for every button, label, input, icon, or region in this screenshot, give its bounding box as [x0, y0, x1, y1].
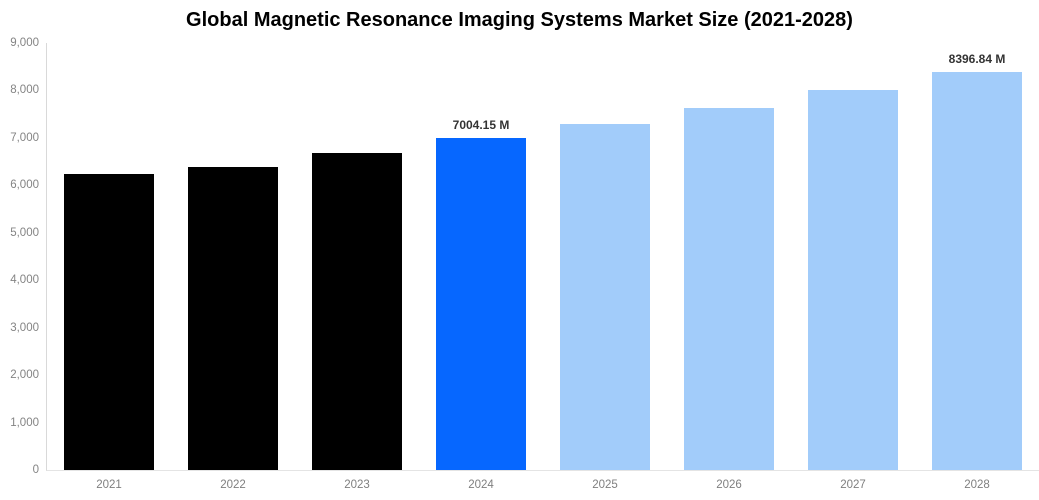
- bar-2022[interactable]: [188, 167, 278, 470]
- bar-2026[interactable]: [684, 107, 774, 470]
- y-tick-label: 8,000: [10, 84, 39, 97]
- x-tick-label-2023: 2023: [344, 479, 370, 491]
- x-tick-label-2028: 2028: [964, 479, 990, 491]
- plot-area: 0 1,000 2,000 3,000 4,000 5,000 6,000 7,000 8,00…: [10, 37, 1039, 491]
- y-tick-label: 1,000: [10, 416, 39, 429]
- y-tick-label: 0: [32, 464, 39, 476]
- y-tick-label: 5,000: [10, 226, 39, 239]
- x-tick-label-2022: 2022: [220, 479, 246, 491]
- bar-2025[interactable]: [560, 124, 650, 470]
- y-tick-label: 6,000: [10, 179, 39, 192]
- x-tick-label-2025: 2025: [592, 479, 618, 491]
- y-tick-label: 3,000: [10, 321, 39, 334]
- y-tick-label: 9,000: [10, 37, 39, 49]
- bar-2028[interactable]: [932, 71, 1022, 470]
- x-tick-label-2021: 2021: [96, 479, 122, 491]
- x-tick-label-2024: 2024: [468, 479, 494, 491]
- bar-2023[interactable]: [312, 152, 402, 470]
- chart-title: Global Magnetic Resonance Imaging System…: [186, 9, 853, 31]
- bar-2027[interactable]: [808, 90, 898, 470]
- y-tick-label: 2,000: [10, 369, 39, 382]
- value-label-2024: 7004.15 M: [452, 117, 510, 132]
- bar-2024[interactable]: [436, 137, 526, 470]
- value-label-2028: 8396.84 M: [948, 51, 1006, 66]
- y-tick-label: 4,000: [10, 274, 39, 287]
- y-tick-label: 7,000: [10, 131, 39, 144]
- x-tick-label-2027: 2027: [840, 479, 866, 491]
- x-tick-label-2026: 2026: [716, 479, 742, 491]
- bar-2021[interactable]: [64, 174, 154, 470]
